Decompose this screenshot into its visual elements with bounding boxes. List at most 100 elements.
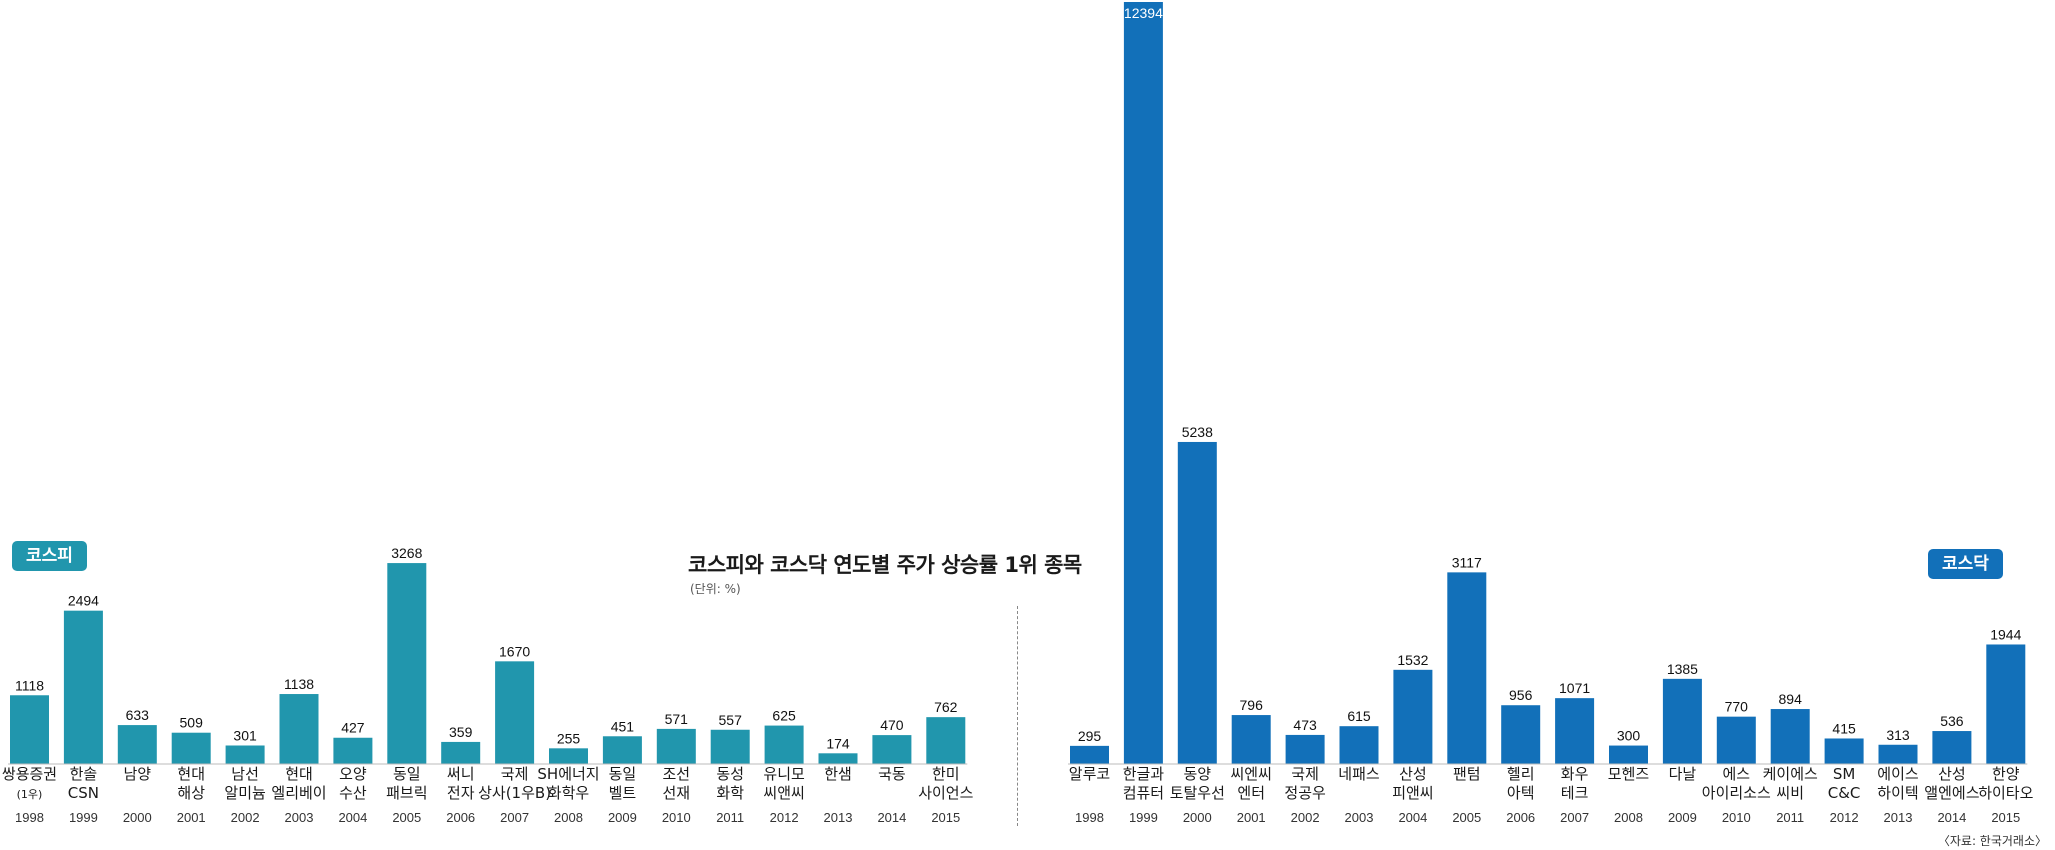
category-label: 산성	[1938, 765, 1966, 783]
category-label: 한양	[1992, 765, 2020, 783]
category-label: (1우)	[17, 788, 43, 801]
year-label: 2015	[931, 810, 960, 825]
year-label: 2007	[1560, 810, 1589, 825]
year-label: 2012	[770, 810, 799, 825]
category-label: 동양	[1183, 765, 1211, 783]
category-label: 수산	[339, 784, 367, 802]
category-label: SH에너지	[537, 765, 599, 783]
category-label: 조선	[662, 765, 690, 783]
value-label: 470	[880, 717, 904, 733]
source-note: 〈자료: 한국거래소〉	[1937, 834, 2047, 848]
year-label: 2005	[392, 810, 421, 825]
year-label: 2014	[877, 810, 906, 825]
category-label: 화학우	[548, 784, 590, 802]
year-label: 2008	[554, 810, 583, 825]
year-label: 2012	[1830, 810, 1859, 825]
bar	[1716, 716, 1756, 764]
category-label: 현대	[177, 765, 205, 783]
bar	[63, 610, 103, 764]
year-label: 2001	[1237, 810, 1266, 825]
category-label: SM	[1833, 765, 1855, 783]
bar	[1932, 731, 1972, 764]
bar	[710, 729, 750, 764]
year-label: 2002	[1291, 810, 1320, 825]
category-label: 아텍	[1507, 784, 1535, 802]
year-label: 2014	[1937, 810, 1966, 825]
bar	[602, 736, 642, 764]
value-label: 451	[611, 718, 635, 734]
category-label: 씨앤씨	[763, 784, 804, 802]
year-label: 1999	[69, 810, 98, 825]
kospi-badge: 코스피	[12, 541, 87, 571]
year-label: 2010	[662, 810, 691, 825]
bar	[279, 694, 319, 764]
value-label: 956	[1509, 687, 1533, 703]
value-label: 894	[1779, 691, 1803, 707]
value-label: 615	[1347, 708, 1371, 724]
year-label: 2010	[1722, 810, 1751, 825]
bar	[387, 563, 427, 764]
year-label: 2013	[1884, 810, 1913, 825]
category-label: 화학	[716, 784, 744, 802]
category-label: 다날	[1669, 765, 1697, 783]
category-label: 앨엔에스	[1924, 784, 1979, 802]
bar	[1177, 441, 1217, 764]
year-label: 2004	[1398, 810, 1427, 825]
category-label: 헬리	[1507, 765, 1535, 783]
category-label: 케이에스	[1763, 765, 1818, 783]
value-label: 3268	[391, 545, 422, 561]
value-label: 796	[1240, 697, 1264, 713]
value-label: 300	[1617, 728, 1641, 744]
category-label: 벨트	[609, 784, 637, 802]
value-label: 1670	[499, 643, 530, 659]
bar	[549, 748, 588, 764]
bar	[495, 661, 535, 764]
year-label: 2008	[1614, 810, 1643, 825]
value-label: 770	[1725, 699, 1749, 715]
bar	[1662, 678, 1702, 764]
category-label: 씨비	[1776, 784, 1804, 802]
chart-title: 코스피와 코스닥 연도별 주가 상승률 1위 종목	[688, 553, 1082, 577]
year-label: 2011	[716, 810, 744, 825]
year-label: 2007	[500, 810, 529, 825]
category-label: C&C	[1828, 784, 1861, 802]
category-label: 테크	[1561, 784, 1589, 802]
bar	[333, 737, 373, 764]
bar	[1285, 734, 1325, 764]
bar	[1770, 709, 1810, 764]
category-label: 국제	[1291, 765, 1319, 783]
value-label: 557	[719, 712, 743, 728]
category-label: 하이타오	[1978, 784, 2033, 802]
value-label: 3117	[1452, 554, 1482, 570]
value-label: 1071	[1559, 680, 1590, 696]
category-label: 전자	[447, 784, 475, 802]
category-label: 화우	[1561, 765, 1589, 783]
category-label: 엘리베이	[271, 784, 326, 802]
bar	[1501, 705, 1541, 764]
bar	[1609, 745, 1648, 764]
category-label: 산성	[1399, 765, 1427, 783]
category-label: 하이텍	[1877, 784, 1918, 802]
bar	[1824, 738, 1864, 764]
value-label: 2494	[68, 593, 99, 609]
category-label: 남양	[123, 765, 151, 783]
category-label: 선재	[662, 784, 690, 802]
category-label: 국제	[501, 765, 529, 783]
bar	[764, 725, 804, 764]
category-label: 오양	[339, 765, 367, 783]
value-label: 1532	[1397, 652, 1428, 668]
category-label: 토탈우선	[1170, 784, 1225, 802]
year-label: 2000	[123, 810, 152, 825]
category-label: 현대	[285, 765, 313, 783]
year-label: 2002	[231, 810, 260, 825]
kosdaq-badge: 코스닥	[1928, 549, 2003, 579]
category-label: CSN	[68, 784, 99, 802]
bar	[171, 732, 211, 764]
category-label: 컴퓨터	[1123, 784, 1164, 802]
value-label: 295	[1078, 728, 1102, 744]
category-label: 패브릭	[386, 784, 427, 802]
category-label: 남선	[231, 765, 259, 783]
value-label: 301	[233, 727, 257, 743]
